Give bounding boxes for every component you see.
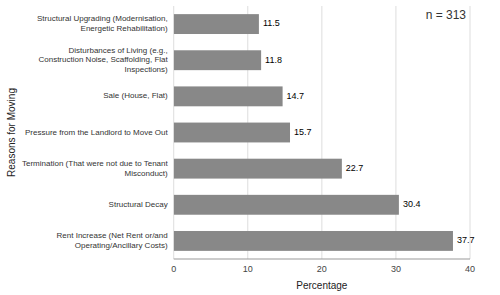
category-label: Disturbances of Living (e.g.,Constructio…	[38, 46, 168, 74]
category-label-line: Inspections)	[125, 65, 168, 74]
tick-label: 10	[243, 264, 253, 274]
grid-line	[321, 6, 322, 259]
y-axis-label: Reasons for Moving	[6, 88, 17, 177]
category-label-line: Termination (That were not due to Tenant	[22, 159, 168, 168]
data-label: 11.8	[265, 55, 282, 65]
tick-label: 0	[171, 264, 176, 274]
grid-line	[470, 6, 471, 259]
annotation: n = 313	[426, 8, 467, 22]
data-label: 37.7	[457, 235, 475, 245]
bar	[174, 195, 399, 215]
tick-label: 30	[391, 264, 401, 274]
category-label-line: Operating/Ancillary Costs)	[75, 241, 168, 250]
category-label-line: Energetic Rehabilitation)	[81, 24, 168, 33]
category-label-line: Structural Decay	[109, 200, 168, 209]
category-label-line: Structural Upgrading (Modernisation,	[37, 14, 168, 23]
category-label: Termination (That were not due to Tenant…	[22, 159, 168, 178]
data-label: 11.5	[263, 18, 280, 28]
bar	[174, 123, 290, 143]
category-label: Structural Decay	[109, 200, 168, 209]
category-label: Pressure from the Landlord to Move Out	[25, 128, 169, 137]
chart: Rent Increase (Net Rent or/andOperating/…	[0, 0, 500, 295]
category-label: Structural Upgrading (Modernisation,Ener…	[37, 14, 168, 32]
category-label-line: Misconduct)	[125, 169, 168, 178]
bar	[174, 231, 453, 251]
category-label-line: Construction Noise, Scaffolding, Flat	[38, 55, 168, 64]
category-label-line: Sale (House, Flat)	[103, 91, 168, 100]
category-label-line: Pressure from the Landlord to Move Out	[25, 128, 169, 137]
data-label: 30.4	[403, 199, 421, 209]
bar	[174, 14, 259, 34]
category-label: Rent Increase (Net Rent or/andOperating/…	[57, 231, 169, 250]
bar	[174, 50, 261, 70]
x-axis-line	[174, 259, 470, 260]
bars	[174, 14, 453, 251]
category-label-line: Rent Increase (Net Rent or/and	[57, 231, 168, 240]
x-axis-label: Percentage	[296, 280, 348, 291]
data-label: 15.7	[294, 127, 312, 137]
tick-label: 20	[317, 264, 327, 274]
bar	[174, 159, 342, 179]
data-label: 22.7	[346, 163, 364, 173]
tick-label: 40	[465, 264, 475, 274]
grid-line	[395, 6, 396, 259]
category-label-line: Disturbances of Living (e.g.,	[69, 46, 168, 55]
data-label: 14.7	[287, 91, 305, 101]
bar	[174, 86, 283, 106]
category-label: Sale (House, Flat)	[103, 91, 168, 100]
